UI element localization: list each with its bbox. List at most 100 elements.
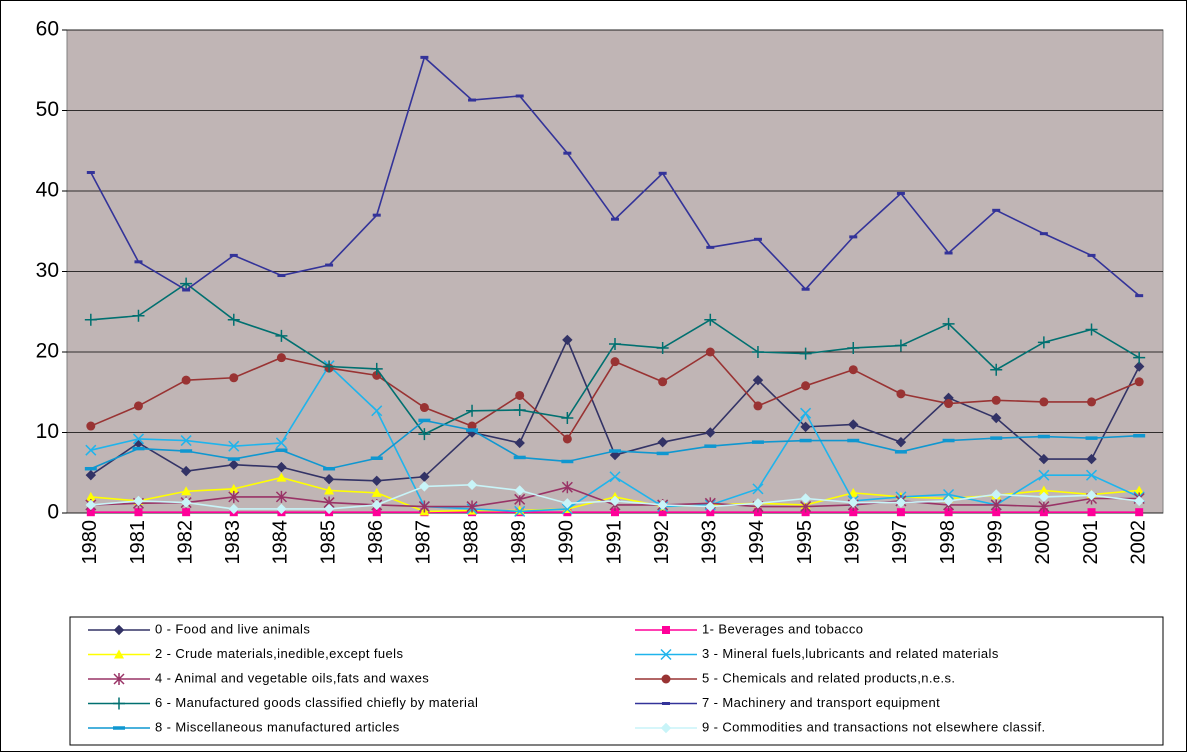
data-point [514, 437, 525, 449]
y-tick-label: 60 [36, 18, 59, 41]
data-point [275, 329, 288, 342]
legend-marker [114, 649, 124, 659]
data-point [466, 404, 479, 417]
data-point [1087, 508, 1096, 517]
data-point [1038, 469, 1050, 481]
y-tick-label: 20 [36, 340, 59, 363]
data-point [896, 508, 905, 517]
data-point [800, 407, 812, 419]
data-point [276, 472, 287, 482]
data-point [800, 421, 811, 433]
data-point [705, 501, 716, 512]
data-point [1085, 323, 1098, 336]
data-point [1133, 361, 1145, 372]
x-tick-label: 1999 [984, 520, 1006, 565]
data-point [84, 313, 97, 326]
data-point [561, 481, 573, 494]
data-point [562, 498, 573, 509]
y-tick-label: 0 [47, 501, 59, 524]
data-point [86, 421, 96, 431]
data-point [847, 341, 860, 354]
data-point [895, 497, 907, 508]
data-point [466, 479, 478, 491]
data-point [514, 505, 525, 515]
data-point [848, 419, 859, 430]
data-point [132, 309, 145, 322]
data-point [943, 488, 955, 501]
data-point [658, 377, 668, 387]
data-point [656, 341, 669, 354]
data-point [228, 483, 239, 493]
data-point [228, 459, 239, 470]
x-tick-label: 1993 [699, 520, 721, 565]
data-point [228, 440, 240, 452]
data-point [276, 461, 287, 473]
data-point [323, 360, 336, 373]
data-point [371, 487, 382, 497]
data-point [229, 373, 239, 383]
data-point [372, 508, 381, 517]
data-point [992, 508, 1001, 517]
data-point [1039, 397, 1049, 407]
data-point [991, 489, 1002, 500]
x-tick-label: 1984 [270, 520, 292, 565]
data-point [181, 486, 192, 496]
data-point [324, 485, 335, 495]
data-point [133, 495, 144, 507]
data-point [752, 483, 764, 495]
data-point [514, 485, 525, 496]
data-point [371, 475, 382, 487]
legend-marker [661, 674, 671, 684]
data-point [323, 473, 335, 485]
data-point [467, 421, 477, 431]
legend-marker [662, 626, 670, 634]
legend-label: 8 - Miscellaneous manufactured articles [155, 719, 400, 734]
data-point [944, 399, 954, 409]
data-point [419, 481, 430, 492]
data-point [848, 487, 859, 497]
data-point [323, 503, 335, 515]
data-point [133, 401, 143, 411]
legend-label: 1- Beverages and tobacco [702, 621, 863, 636]
data-point [751, 346, 764, 358]
data-point [944, 508, 953, 517]
data-point [371, 405, 383, 417]
data-point [227, 313, 240, 326]
data-point [943, 495, 954, 507]
data-point [419, 403, 429, 413]
data-point [180, 465, 192, 477]
x-tick-label: 1991 [603, 520, 625, 565]
data-point [180, 435, 192, 447]
x-tick-label: 1981 [127, 520, 149, 565]
data-point [562, 434, 572, 444]
data-point [657, 436, 668, 448]
data-point [1038, 453, 1050, 465]
data-point [561, 503, 573, 515]
data-point [85, 469, 97, 481]
x-tick-label: 1990 [556, 520, 578, 565]
data-point [85, 499, 97, 511]
x-tick-label: 2002 [1127, 520, 1149, 565]
legend-marker [113, 697, 125, 710]
data-point [181, 375, 191, 385]
y-tick-label: 10 [36, 420, 59, 443]
data-point [609, 471, 621, 483]
data-point [1085, 469, 1098, 481]
data-point [276, 353, 286, 363]
x-tick-label: 1987 [413, 520, 435, 565]
x-tick-label: 1998 [937, 520, 959, 565]
y-tick-label: 50 [36, 98, 59, 121]
data-point [848, 497, 859, 508]
data-point [752, 498, 764, 509]
data-point [85, 491, 96, 501]
x-tick-label: 1992 [651, 520, 673, 565]
legend-marker [660, 722, 672, 734]
data-point [513, 403, 526, 416]
data-point [1134, 485, 1145, 495]
data-point [657, 499, 668, 511]
data-point [942, 317, 955, 330]
data-point [1038, 485, 1049, 495]
data-point [1086, 490, 1097, 501]
data-point [991, 395, 1001, 405]
data-point [753, 401, 763, 411]
